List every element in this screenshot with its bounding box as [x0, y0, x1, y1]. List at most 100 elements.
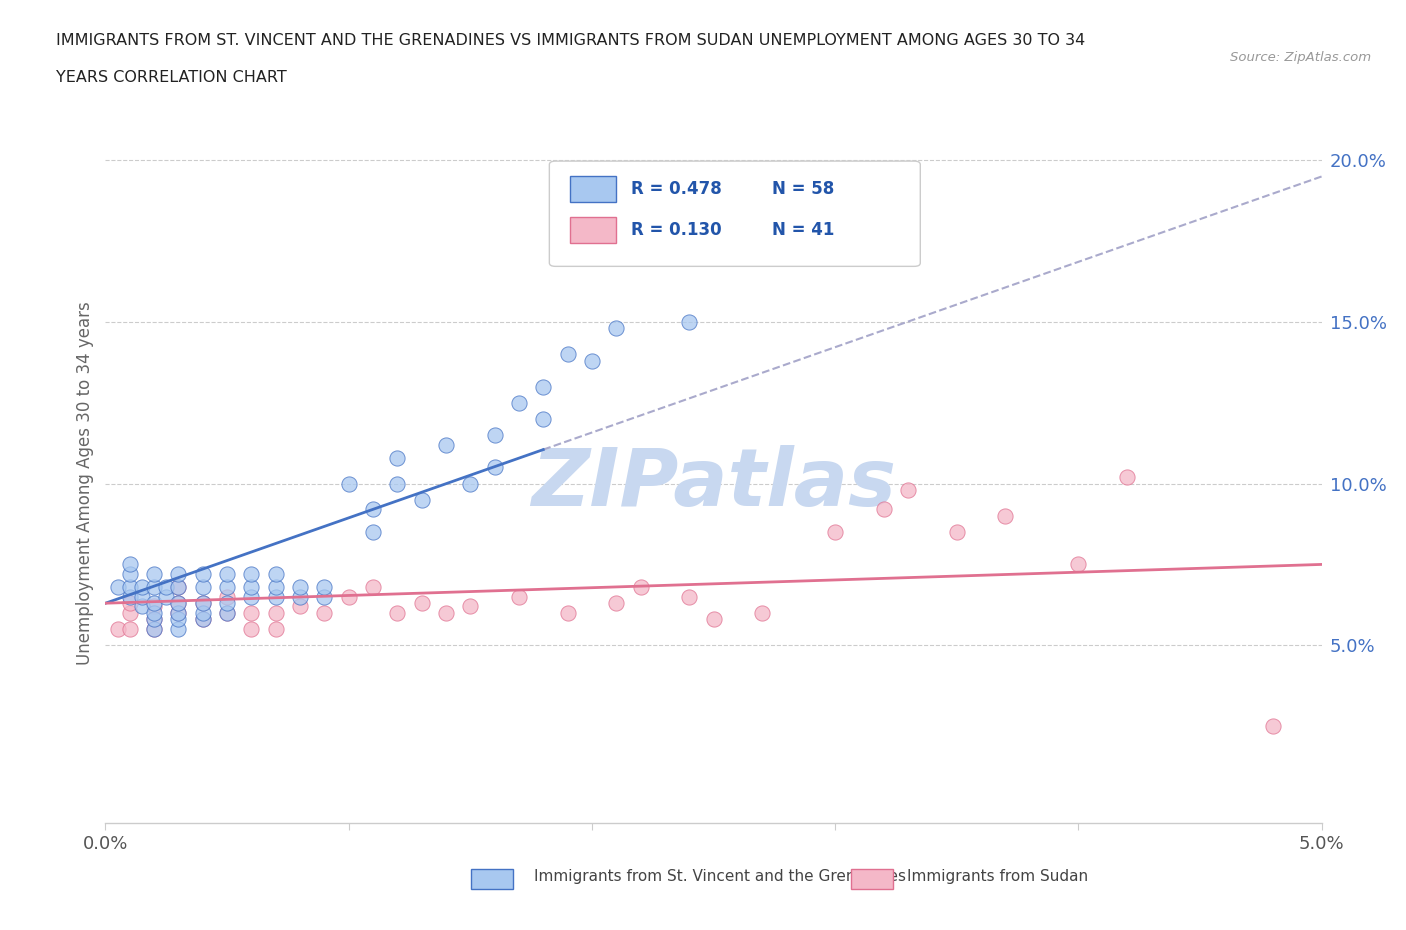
Point: [1067, 557, 1090, 572]
Point: [702, 612, 725, 627]
Point: [118, 557, 141, 572]
Point: [678, 314, 700, 329]
Point: [143, 621, 166, 636]
Point: [361, 579, 384, 594]
Point: [434, 605, 457, 620]
Point: [191, 605, 214, 620]
Point: [264, 579, 287, 594]
Point: [167, 605, 190, 620]
Point: [314, 579, 336, 594]
Point: [107, 621, 129, 636]
Point: [387, 476, 409, 491]
Point: [118, 605, 141, 620]
Point: [155, 590, 177, 604]
Point: [143, 612, 166, 627]
Point: [751, 605, 773, 620]
Point: [605, 321, 627, 336]
Point: [531, 379, 554, 394]
Point: [167, 596, 190, 611]
Text: IMMIGRANTS FROM ST. VINCENT AND THE GRENADINES VS IMMIGRANTS FROM SUDAN UNEMPLOY: IMMIGRANTS FROM ST. VINCENT AND THE GREN…: [56, 33, 1085, 47]
Point: [1116, 470, 1139, 485]
Point: [167, 596, 190, 611]
Point: [508, 590, 530, 604]
Text: Immigrants from St. Vincent and the Grenadines: Immigrants from St. Vincent and the Gren…: [534, 870, 907, 884]
Point: [288, 579, 311, 594]
Point: [217, 605, 239, 620]
Point: [131, 599, 153, 614]
Point: [458, 599, 481, 614]
Point: [411, 596, 433, 611]
Point: [143, 566, 166, 581]
Point: [484, 428, 506, 443]
Point: [143, 621, 166, 636]
Point: [240, 590, 263, 604]
Point: [264, 590, 287, 604]
Point: [897, 483, 920, 498]
Point: [191, 612, 214, 627]
Text: N = 41: N = 41: [772, 220, 834, 239]
Text: Source: ZipAtlas.com: Source: ZipAtlas.com: [1230, 51, 1371, 64]
Point: [131, 579, 153, 594]
Point: [191, 579, 214, 594]
Point: [191, 596, 214, 611]
Point: [508, 395, 530, 410]
Point: [531, 411, 554, 426]
Point: [873, 502, 896, 517]
Text: R = 0.130: R = 0.130: [631, 220, 721, 239]
Point: [118, 596, 141, 611]
Text: YEARS CORRELATION CHART: YEARS CORRELATION CHART: [56, 70, 287, 85]
Point: [387, 450, 409, 465]
Text: N = 58: N = 58: [772, 180, 834, 198]
Point: [240, 579, 263, 594]
Text: ZIPatlas: ZIPatlas: [531, 445, 896, 523]
Point: [167, 579, 190, 594]
Point: [337, 476, 360, 491]
Point: [118, 579, 141, 594]
Point: [387, 605, 409, 620]
Point: [107, 579, 129, 594]
Point: [143, 596, 166, 611]
Point: [191, 566, 214, 581]
Point: [994, 509, 1017, 524]
Point: [217, 566, 239, 581]
Text: R = 0.478: R = 0.478: [631, 180, 721, 198]
Point: [118, 621, 141, 636]
Point: [167, 612, 190, 627]
Point: [240, 605, 263, 620]
Point: [264, 605, 287, 620]
Point: [411, 492, 433, 507]
Point: [678, 590, 700, 604]
Point: [131, 590, 153, 604]
Point: [143, 579, 166, 594]
Point: [1261, 719, 1284, 734]
Point: [264, 566, 287, 581]
Point: [557, 605, 579, 620]
Point: [434, 437, 457, 452]
Point: [167, 579, 190, 594]
Point: [167, 566, 190, 581]
Point: [118, 566, 141, 581]
Point: [458, 476, 481, 491]
Point: [288, 599, 311, 614]
Point: [217, 596, 239, 611]
Point: [217, 605, 239, 620]
Point: [337, 590, 360, 604]
Point: [824, 525, 846, 539]
Point: [240, 621, 263, 636]
Point: [155, 579, 177, 594]
Bar: [569, 176, 616, 202]
Point: [630, 579, 652, 594]
Point: [945, 525, 967, 539]
Point: [361, 502, 384, 517]
Point: [557, 347, 579, 362]
Point: [484, 460, 506, 475]
Point: [191, 612, 214, 627]
Point: [314, 590, 336, 604]
Point: [143, 599, 166, 614]
Point: [581, 353, 603, 368]
Point: [288, 590, 311, 604]
Point: [118, 590, 141, 604]
Bar: [569, 217, 616, 243]
Point: [264, 621, 287, 636]
Point: [361, 525, 384, 539]
